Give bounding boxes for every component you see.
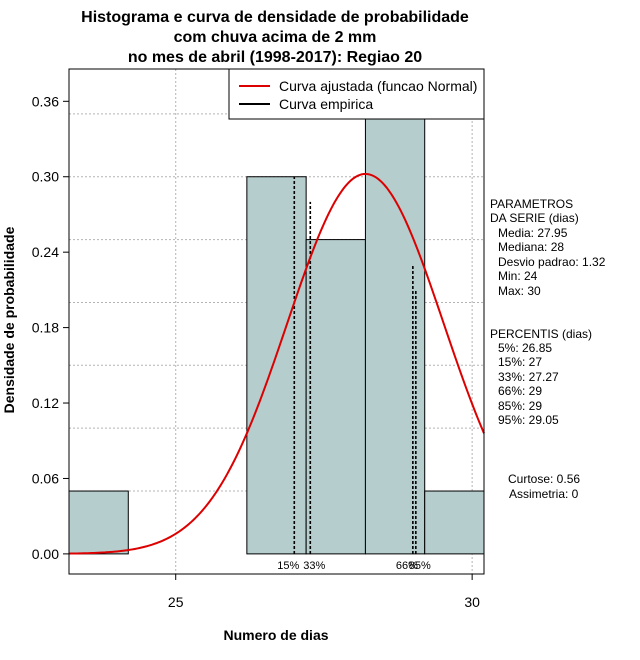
percentile-label: 15% [277,560,299,572]
param-mediana: Mediana: 28 [498,240,564,254]
legend: Curva ajustada (funcao Normal) Curva emp… [228,68,485,120]
percentile-label: 85% [409,560,431,572]
param-desvio: Desvio padrao: 1.32 [498,255,606,269]
percentile-label: 33% [303,560,325,572]
percentil-85: 85%: 29 [498,399,542,413]
y-tick-label: 0.24 [32,244,59,260]
params-header-2: DA SERIE (dias) [490,211,579,225]
legend-label-empirical: Curva empirica [279,96,373,112]
chart-title-line-3: no mes de abril (1998-2017): Regiao 20 [128,49,422,66]
y-tick-label: 0.06 [32,470,59,486]
percentis-header: PERCENTIS (dias) [490,327,592,341]
y-tick-label: 0.12 [32,395,59,411]
chart-title-line-2: com chuva acima de 2 mm [174,29,377,46]
percentil-95: 95%: 29.05 [498,413,559,427]
x-axis-label: Numero de dias [223,627,328,643]
percentile-label: 66% [396,560,418,572]
percentil-66: 66%: 29 [498,384,542,398]
percentil-5: 5%: 26.85 [498,341,552,355]
histogram-bar [424,490,485,555]
histogram-bar [246,176,307,555]
param-media: Media: 27.95 [498,226,568,240]
y-tick-label: 0.00 [32,546,59,562]
curtose: Curtose: 0.56 [508,472,580,486]
percentile-layer: 15% 33% 66%85% [277,176,431,572]
fitted-normal-curve [68,172,485,555]
percentil-15: 15%: 27 [498,355,542,369]
y-tick-label: 0.36 [32,93,59,109]
y-axis-label: Densidade de probabilidade [1,226,17,413]
y-tick-label: 0.30 [32,169,59,185]
chart-title-line-1: Histograma e curva de densidade de proba… [81,9,469,26]
axis-layer: 0.00 0.06 0.12 0.18 0.24 0.30 0.36 25 30 [32,93,480,610]
histogram-bar [305,239,366,555]
legend-label-fitted: Curva ajustada (funcao Normal) [279,78,477,94]
y-tick-label: 0.18 [32,320,59,336]
legend-box [228,68,485,120]
histogram-bar [68,490,129,555]
param-min: Min: 24 [498,269,538,283]
bar-layer [68,113,485,555]
side-panel: PARAMETROS DA SERIE (dias) Media: 27.95 … [490,197,606,501]
param-max: Max: 30 [498,284,541,298]
percentil-33: 33%: 27.27 [498,370,559,384]
x-tick-label: 25 [168,594,184,610]
params-header-1: PARAMETROS [490,197,573,211]
curve-layer [68,172,485,555]
x-tick-label: 30 [464,594,480,610]
assimetria: Assimetria: 0 [509,487,579,501]
histogram-bar [364,113,426,555]
